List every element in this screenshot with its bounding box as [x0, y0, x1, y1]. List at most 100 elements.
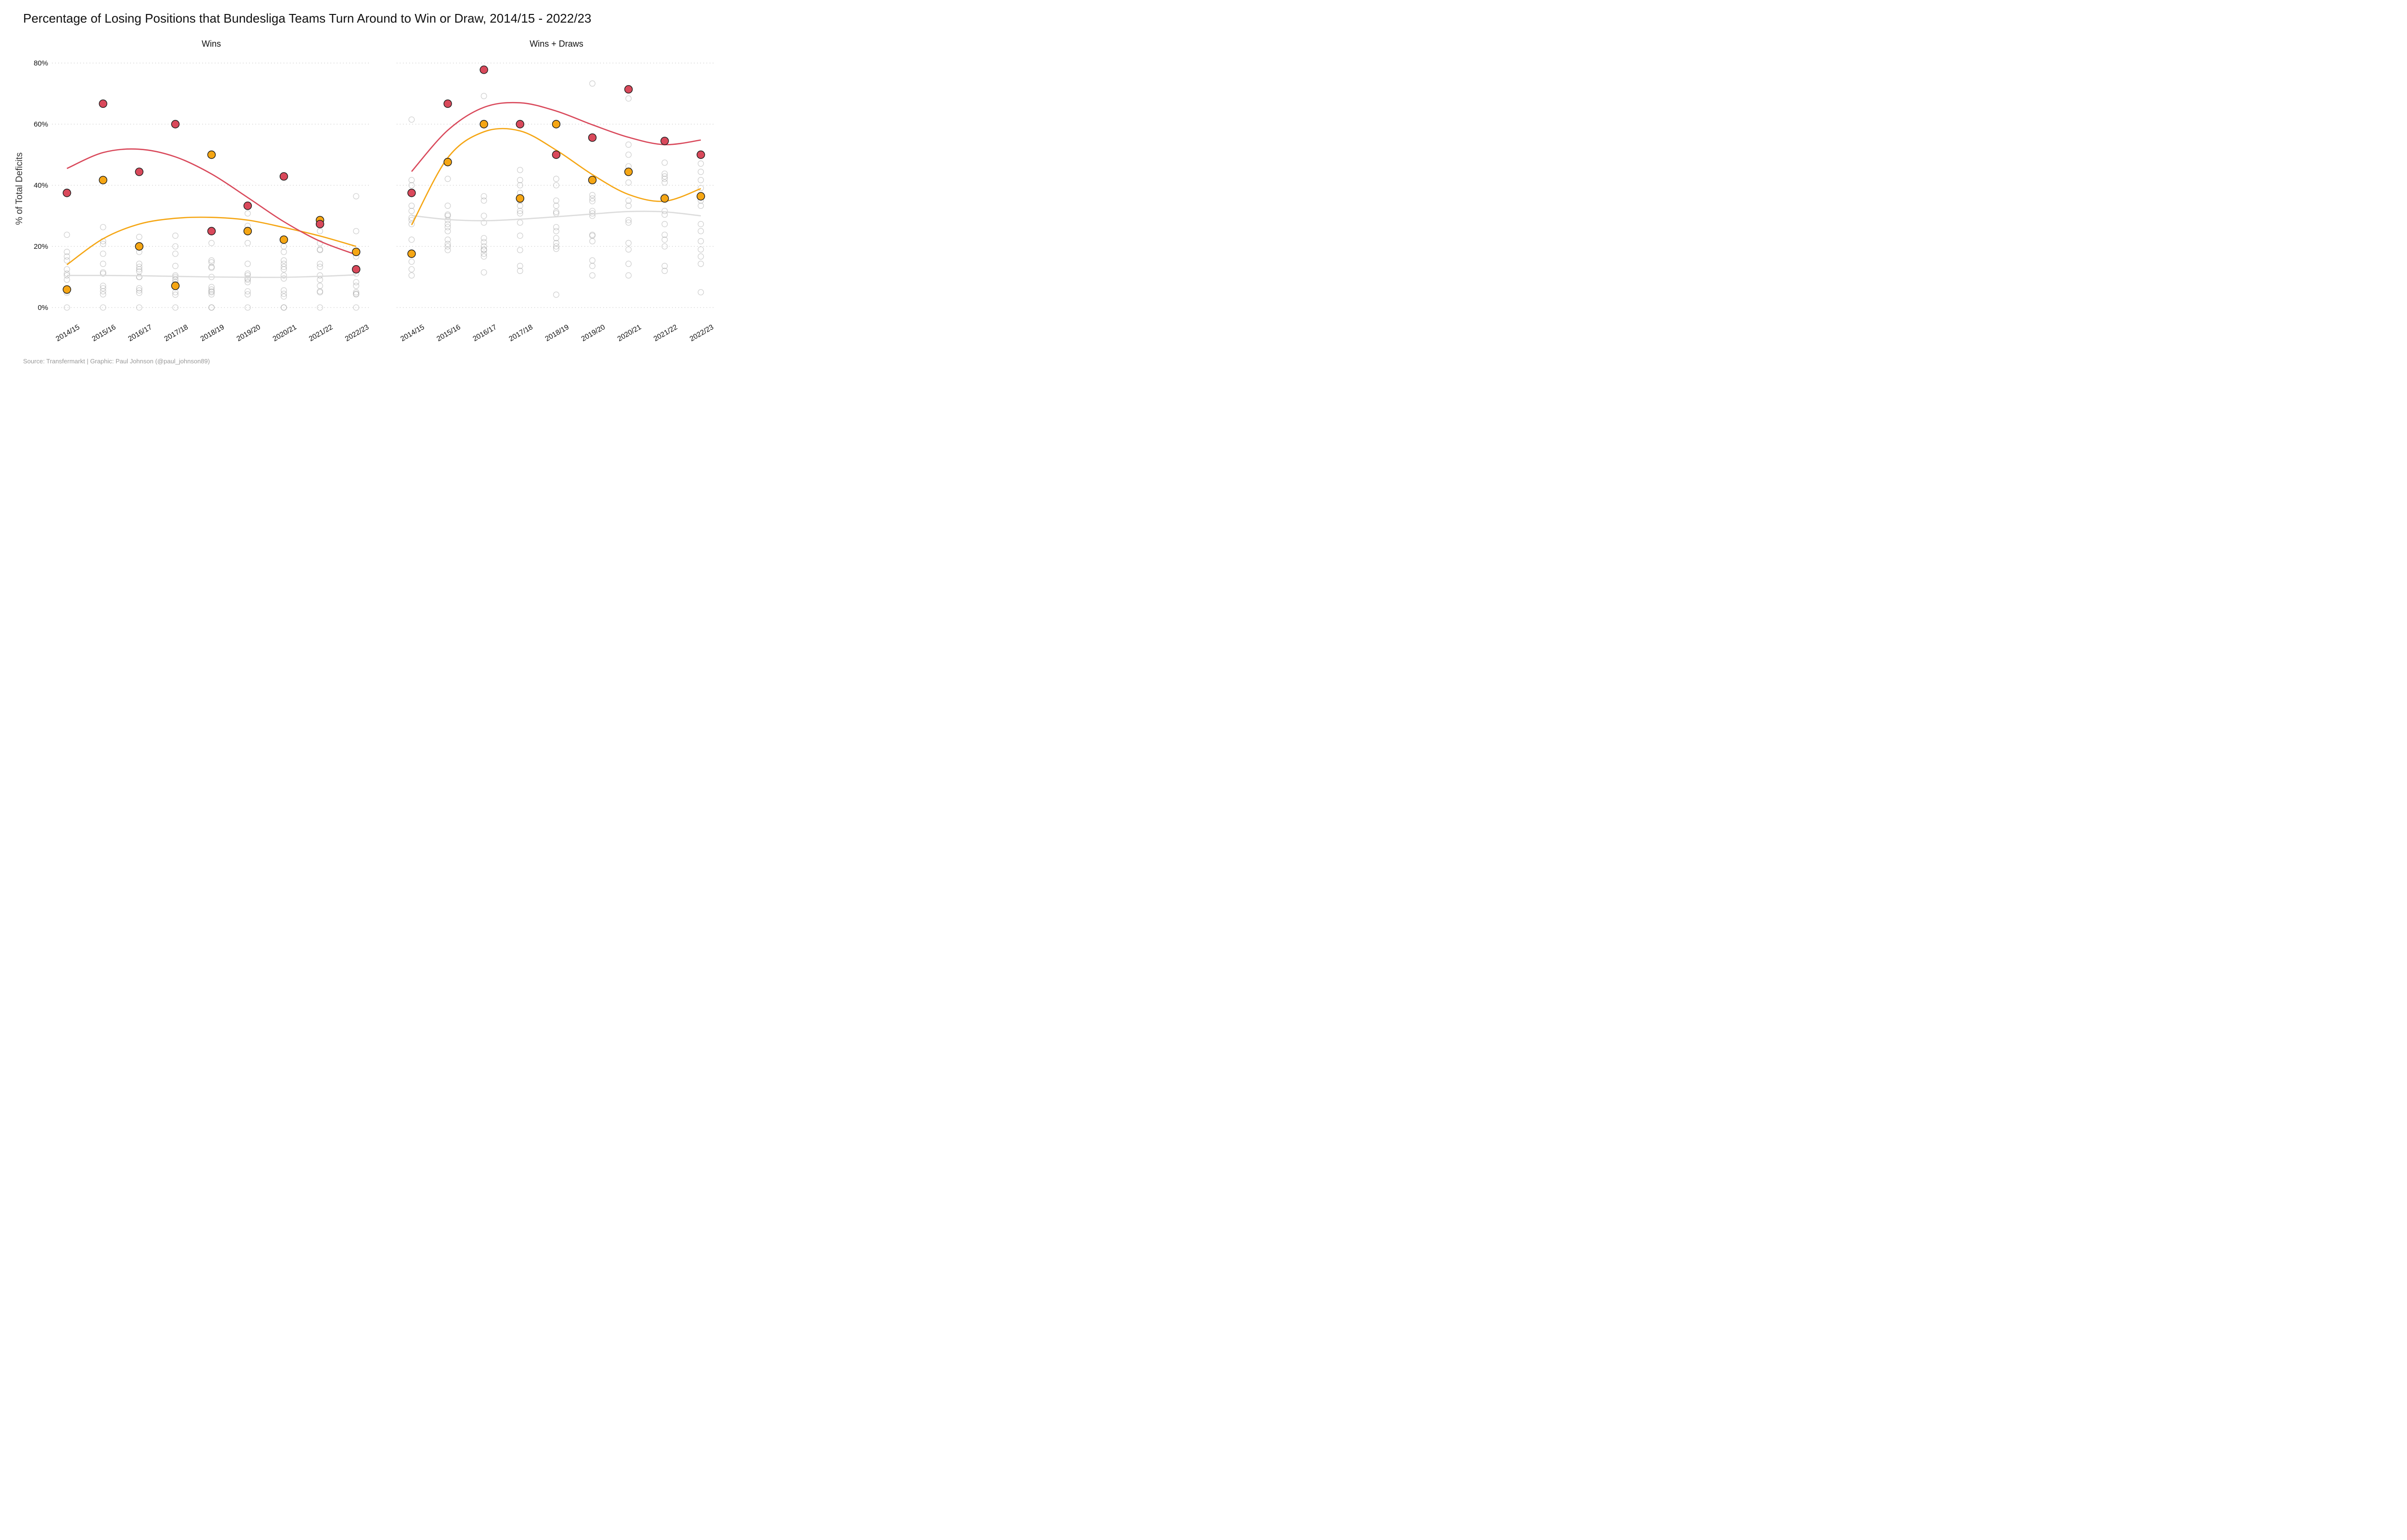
grey-point [444, 224, 451, 231]
grey-point [281, 287, 287, 294]
grey-point [100, 270, 106, 277]
grey-point [589, 263, 595, 270]
y-tick-label: 0% [38, 304, 48, 312]
grey-point [208, 259, 215, 266]
grey-point [661, 170, 668, 177]
x-tick-label: 2020/21 [272, 323, 298, 343]
grey-point [408, 258, 415, 265]
grey-point [136, 285, 142, 292]
grey-point [444, 243, 451, 250]
grey-point [172, 232, 179, 239]
grey-point [353, 291, 360, 298]
grey-point [517, 263, 523, 270]
x-tick-label: 2022/23 [344, 323, 370, 343]
grey-point [625, 240, 632, 246]
grey-point [353, 282, 360, 289]
grey-point [589, 198, 595, 205]
x-tick-label: 2018/19 [199, 323, 225, 343]
grey-point [517, 232, 523, 239]
red-point [135, 167, 143, 176]
x-tick-label: 2021/22 [308, 323, 334, 343]
grey-point [698, 185, 704, 192]
grey-point [281, 257, 287, 264]
red-point [443, 99, 452, 108]
grey-point [281, 266, 287, 273]
x-tick-label: 2018/19 [544, 323, 570, 343]
grey-point [480, 246, 487, 253]
grey-point [136, 260, 142, 267]
red-trend-line [411, 102, 701, 172]
grey-point [245, 240, 251, 246]
grey-point [64, 231, 70, 238]
x-tick-label: 2021/22 [652, 323, 679, 343]
grey-point [208, 289, 215, 295]
grey-point [353, 289, 360, 295]
grey-point [353, 228, 360, 234]
y-axis-label: % of Total Deficits [14, 153, 25, 225]
grey-point [317, 264, 324, 270]
grey-point [245, 272, 251, 279]
grey-trend-line [66, 274, 356, 278]
grey-point [245, 210, 251, 217]
grey-point [553, 197, 559, 204]
grey-point [661, 207, 668, 214]
grey-point [698, 246, 704, 253]
grey-point [208, 264, 215, 270]
grey-point [625, 246, 632, 253]
grey-point [64, 266, 70, 273]
grey-point [136, 268, 142, 275]
grey-point [517, 219, 523, 226]
grey-point [408, 214, 415, 221]
orange-point [697, 192, 705, 201]
grey-point [661, 173, 668, 180]
y-tick-label: 40% [34, 181, 48, 190]
grey-point [517, 210, 523, 217]
grey-point [553, 210, 559, 217]
grey-point [245, 291, 251, 298]
red-point [316, 219, 324, 229]
grey-point [353, 291, 360, 297]
grey-point [408, 116, 415, 123]
grey-point [480, 193, 487, 200]
red-point [99, 99, 107, 108]
grey-point [661, 159, 668, 166]
grey-point [408, 266, 415, 273]
grey-point [553, 240, 559, 246]
grey-point [172, 304, 179, 311]
y-tick-label: 20% [34, 243, 48, 251]
grey-point [408, 177, 415, 183]
red-point [407, 189, 416, 197]
grey-point [698, 177, 704, 183]
red-trend-line [66, 148, 357, 256]
grey-point [353, 193, 360, 200]
grey-point [208, 304, 215, 311]
red-point [171, 120, 180, 128]
orange-point [279, 235, 288, 244]
grey-point [517, 247, 523, 254]
grey-point [353, 279, 360, 285]
grey-point [208, 288, 215, 295]
grey-point [625, 219, 632, 226]
grey-trend-line [411, 210, 701, 221]
x-tick-label: 2014/15 [54, 323, 81, 343]
grey-point [100, 285, 106, 292]
grey-point [100, 282, 106, 289]
grey-point [136, 233, 142, 240]
grey-point [553, 182, 559, 189]
grey-point [317, 282, 324, 289]
grey-point [64, 276, 70, 283]
grey-point [281, 264, 287, 270]
grey-point [136, 287, 142, 294]
grey-point [245, 279, 251, 285]
grey-point [480, 93, 487, 99]
grey-point [208, 304, 215, 311]
orange-point [624, 167, 633, 176]
panel-subtitle: Wins [202, 39, 221, 49]
x-tick-label: 2016/17 [471, 323, 498, 343]
grey-point [317, 228, 324, 234]
grey-point [661, 263, 668, 270]
grey-point [317, 288, 324, 295]
grey-point [553, 203, 559, 209]
grey-point [317, 272, 324, 279]
orange-point [552, 120, 561, 128]
